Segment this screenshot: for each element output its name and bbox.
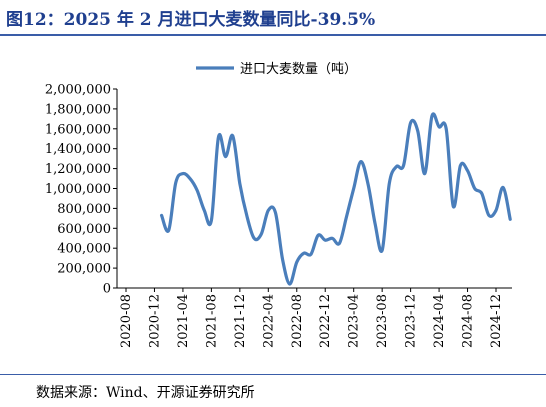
- y-tick-label: 1,400,000: [45, 142, 111, 157]
- x-tick-label: 2021-04: [176, 294, 191, 348]
- y-tick-label: 2,000,000: [45, 83, 111, 98]
- x-tick-label: 2023-04: [347, 294, 362, 348]
- x-tick-label: 2022-04: [261, 294, 276, 348]
- x-tick-label: 2020-12: [147, 294, 162, 348]
- x-tick-label: 2021-08: [204, 294, 219, 348]
- x-tick-label: 2022-08: [290, 294, 305, 348]
- y-tick-label: 800,000: [57, 202, 111, 217]
- x-tick-label: 2023-12: [404, 294, 419, 348]
- x-tick-label: 2024-08: [461, 294, 476, 348]
- y-tick-label: 200,000: [57, 262, 111, 277]
- title-bar: 图12：2025 年 2 月进口大麦数量同比-39.5%: [0, 0, 546, 36]
- series-group: [160, 112, 512, 286]
- figure-title: 图12：2025 年 2 月进口大麦数量同比-39.5%: [6, 10, 376, 30]
- source-divider: [0, 374, 546, 375]
- x-axis: 2020-08 2020-12 2021-04 2021-08 2021-12 2022-…: [117, 287, 512, 348]
- x-tick-label: 2023-08: [375, 294, 390, 348]
- x-tick-label: 2024-12: [489, 294, 504, 348]
- legend-label: 进口大麦数量（吨）: [240, 62, 357, 77]
- series-line: [160, 112, 512, 286]
- x-tick-label: 2021-12: [233, 294, 248, 348]
- y-tick-label: 1,800,000: [45, 102, 111, 117]
- y-tick-label: 1,000,000: [45, 182, 111, 197]
- y-tick-label: 0: [103, 282, 111, 297]
- source-note: 数据来源：Wind、开源证券研究所: [36, 385, 255, 401]
- line-chart: 0 200,000 400,000 600,000 800,000 1,000,000 1,…: [45, 62, 512, 348]
- x-tick-label: 2024-04: [432, 294, 447, 348]
- y-tick-label: 1,600,000: [45, 122, 111, 137]
- y-axis: 0 200,000 400,000 600,000 800,000 1,000,000 1,…: [45, 83, 118, 297]
- y-tick-label: 600,000: [57, 222, 111, 237]
- legend: 进口大麦数量（吨）: [196, 62, 357, 77]
- x-tick-label: 2020-08: [119, 294, 134, 348]
- y-tick-label: 1,200,000: [45, 162, 111, 177]
- y-tick-label: 400,000: [57, 242, 111, 257]
- x-tick-label: 2022-12: [318, 294, 333, 348]
